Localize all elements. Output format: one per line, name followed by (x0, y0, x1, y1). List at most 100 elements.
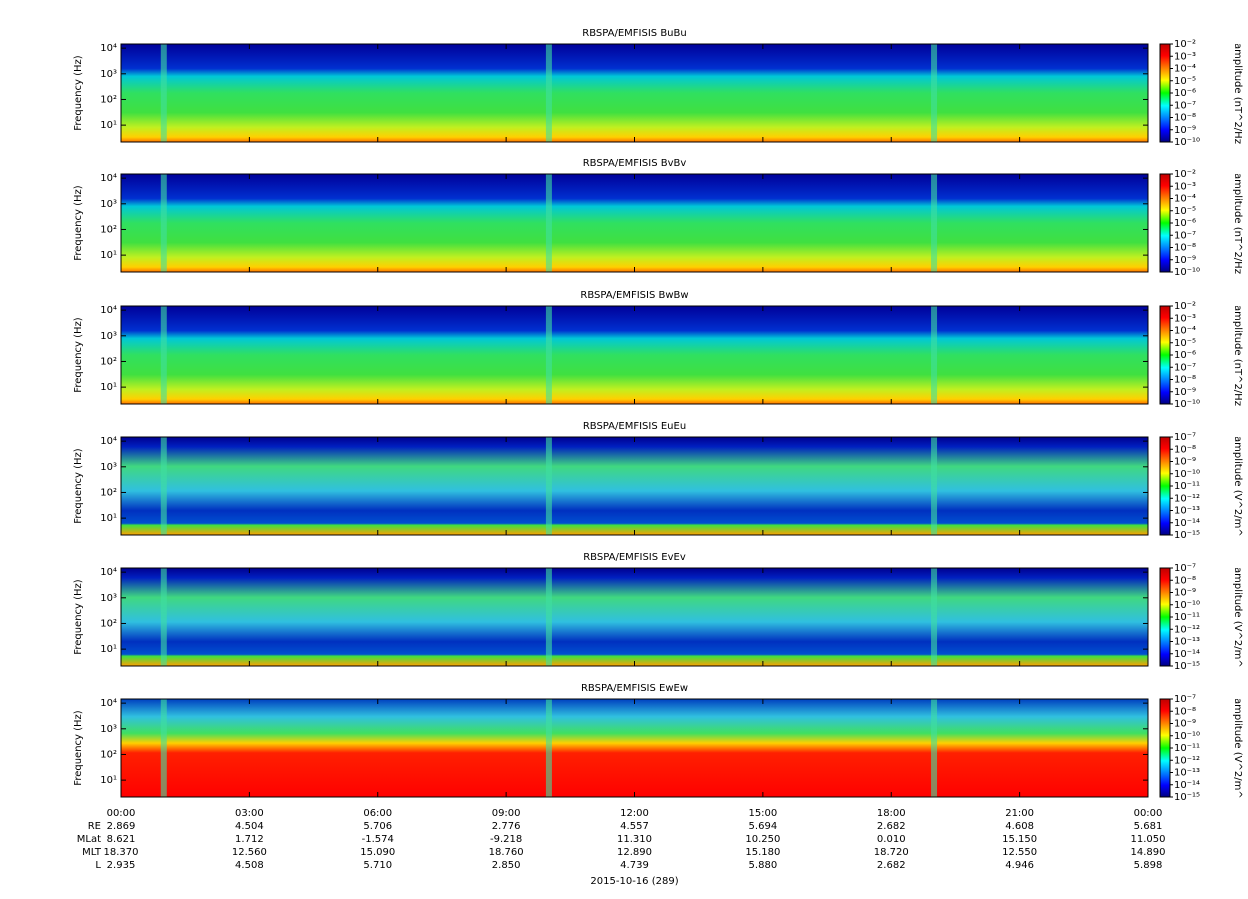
y-tick-label: 10³ (100, 69, 117, 80)
colorbar (1159, 698, 1171, 798)
y-axis-label: Frequency (Hz) (73, 710, 84, 786)
streak (160, 44, 167, 142)
y-tick-label: 10⁴ (100, 173, 117, 184)
colorbar-tick-label: 10⁻⁴ (1174, 326, 1196, 337)
row-value: 10.250 (745, 834, 780, 845)
y-tick-label: 10⁴ (100, 305, 117, 316)
colorbar-label: amplitude (V^2/m^2/Hz) (1232, 567, 1243, 694)
colorbar-tick-label: 10⁻¹² (1174, 624, 1200, 635)
colorbar-tick-label: 10⁻³ (1174, 51, 1196, 62)
colorbar-tick-label: 10⁻⁸ (1174, 243, 1196, 254)
x-tick-label: 18:00 (877, 808, 906, 819)
y-tick-label: 10⁴ (100, 436, 117, 447)
spectrogram (121, 699, 1148, 797)
colorbar-tick-label: 10⁻² (1174, 169, 1196, 180)
colorbar-tick-label: 10⁻⁷ (1174, 362, 1196, 373)
streak (160, 437, 167, 535)
colorbar-tick-label: 10⁻⁸ (1174, 375, 1196, 386)
row-value: 15.150 (1002, 834, 1037, 845)
panel-title: RBSPA/EMFISIS EwEw (581, 683, 688, 694)
y-axis-label: Frequency (Hz) (73, 448, 84, 524)
y-tick-label: 10³ (100, 462, 117, 473)
x-tick-label: 12:00 (620, 808, 649, 819)
colorbar-tick-label: 10⁻¹⁴ (1174, 649, 1200, 660)
colorbar-tick-label: 10⁻⁹ (1174, 457, 1196, 468)
row-value: 2.869 (107, 821, 136, 832)
row-value: 18.370 (104, 847, 139, 858)
streak (545, 306, 552, 404)
streak (931, 437, 938, 535)
panel-title: RBSPA/EMFISIS BvBv (583, 158, 687, 169)
colorbar-tick-label: 10⁻⁷ (1174, 432, 1196, 443)
streak (545, 44, 552, 142)
colorbar-tick-label: 10⁻¹⁵ (1174, 530, 1200, 541)
colorbar-tick-label: 10⁻¹¹ (1174, 612, 1200, 623)
row-value: 12.550 (1002, 847, 1037, 858)
colorbar-tick-label: 10⁻⁹ (1174, 125, 1196, 136)
y-tick-label: 10¹ (100, 120, 117, 131)
row-label: RE (88, 821, 101, 832)
colorbar-label-group: amplitude (V^2/m^2/Hz) (1232, 567, 1243, 694)
y-tick-label: 10³ (100, 593, 117, 604)
y-tick-label: 10² (100, 618, 117, 629)
y-tick-label: 10² (100, 224, 117, 235)
row-value: -1.574 (362, 834, 394, 845)
panel-title: RBSPA/EMFISIS EuEu (583, 421, 686, 432)
panel-title: RBSPA/EMFISIS EvEv (583, 552, 686, 563)
y-tick-label: 10³ (100, 724, 117, 735)
streak (931, 568, 938, 666)
colorbar-tick-label: 10⁻¹¹ (1174, 743, 1200, 754)
row-value: 5.898 (1134, 860, 1163, 871)
row-label: MLat (77, 834, 101, 845)
streak (545, 568, 552, 666)
colorbar-tick-label: 10⁻⁷ (1174, 694, 1196, 705)
streak (931, 44, 938, 142)
x-tick-label: 06:00 (363, 808, 392, 819)
x-tick-label: 21:00 (1005, 808, 1034, 819)
row-label: L (95, 860, 101, 871)
row-value: 5.880 (749, 860, 778, 871)
colorbar-tick-label: 10⁻⁸ (1174, 575, 1196, 586)
colorbar-tick-label: 10⁻⁷ (1174, 230, 1196, 241)
x-tick-label: 09:00 (492, 808, 521, 819)
row-label: MLT (82, 847, 102, 858)
row-value: 4.508 (235, 860, 264, 871)
streak (545, 437, 552, 535)
colorbar-label: amplitude (V^2/m^2/Hz) (1232, 436, 1243, 563)
row-value: 4.608 (1005, 821, 1034, 832)
colorbar-tick-label: 10⁻¹⁴ (1174, 780, 1200, 791)
streak (160, 174, 167, 272)
row-value: 2.935 (107, 860, 136, 871)
colorbar-tick-label: 10⁻¹² (1174, 493, 1200, 504)
colorbar-tick-label: 10⁻⁹ (1174, 387, 1196, 398)
streak (160, 699, 167, 797)
colorbar-label: amplitude (nT^2/Hz) (1232, 305, 1243, 410)
colorbar-tick-label: 10⁻⁹ (1174, 719, 1196, 730)
colorbar-tick-label: 10⁻⁹ (1174, 255, 1196, 266)
spectrogram (121, 174, 1148, 272)
colorbar-tick-label: 10⁻¹⁴ (1174, 518, 1200, 529)
colorbar-tick-label: 10⁻¹⁰ (1174, 731, 1200, 742)
colorbar-tick-label: 10⁻⁷ (1174, 563, 1196, 574)
spectrogram (121, 568, 1148, 666)
x-tick-label: 15:00 (748, 808, 777, 819)
colorbar-tick-label: 10⁻⁷ (1174, 100, 1196, 111)
colorbar-tick-label: 10⁻³ (1174, 313, 1196, 324)
streak (160, 568, 167, 666)
row-value: -9.218 (490, 834, 522, 845)
row-value: 11.310 (617, 834, 652, 845)
y-tick-label: 10⁴ (100, 43, 117, 54)
panel-title: RBSPA/EMFISIS BwBw (580, 290, 688, 301)
colorbar-tick-label: 10⁻⁸ (1174, 113, 1196, 124)
row-value: 4.739 (620, 860, 649, 871)
colorbar (1159, 173, 1171, 273)
colorbar-tick-label: 10⁻¹¹ (1174, 481, 1200, 492)
y-tick-label: 10¹ (100, 382, 117, 393)
row-value: 18.720 (874, 847, 909, 858)
colorbar (1159, 567, 1171, 667)
colorbar-label-group: amplitude (nT^2/Hz) (1232, 173, 1243, 278)
row-value: 5.681 (1134, 821, 1163, 832)
colorbar-label: amplitude (nT^2/Hz) (1232, 173, 1243, 278)
colorbar-label-group: amplitude (nT^2/Hz) (1232, 305, 1243, 410)
colorbar-tick-label: 10⁻¹⁰ (1174, 600, 1200, 611)
